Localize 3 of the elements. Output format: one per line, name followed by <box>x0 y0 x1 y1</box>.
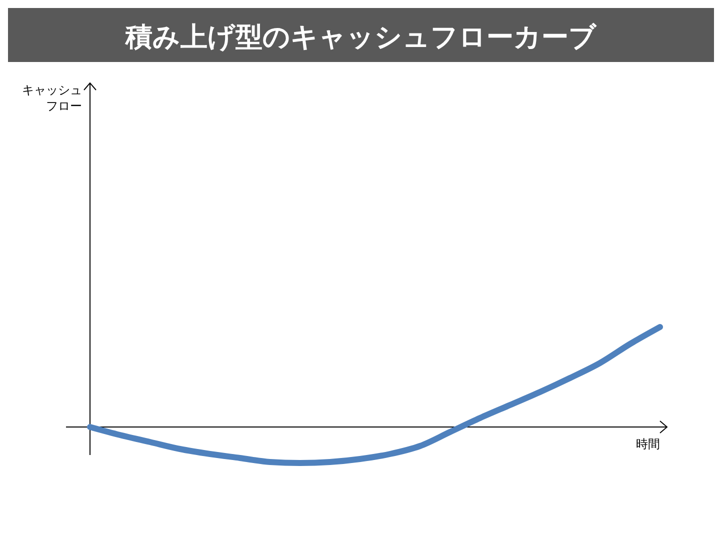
chart-title: 積み上げ型のキャッシュフローカーブ <box>124 22 598 53</box>
x-axis-title: 時間 <box>636 437 660 451</box>
text: キャッシュフロー <box>21 82 82 114</box>
